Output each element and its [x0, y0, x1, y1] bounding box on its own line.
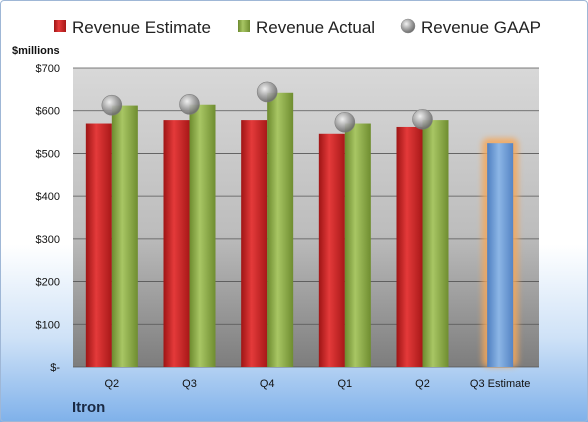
marker-revenue-gaap: [256, 81, 278, 103]
y-tick-label: $300: [36, 234, 60, 246]
gridlines: [73, 67, 539, 368]
x-tick-label: Q1: [337, 378, 352, 390]
x-tick-label: Q4: [260, 378, 275, 390]
x-tick-label: Q3: [182, 378, 197, 390]
x-tick-label: Q2: [415, 378, 430, 390]
legend-item-gaap: Revenue GAAP: [400, 18, 541, 37]
y-axis-ticks: $- $100 $200 $300 $400 $500 $600 $700: [36, 63, 61, 374]
company-name: Itron: [72, 399, 105, 416]
bar-revenue-estimate: [241, 120, 268, 368]
y-tick-label: $100: [36, 319, 60, 331]
bar-revenue-actual: [344, 123, 371, 368]
y-tick-label: $200: [36, 277, 60, 289]
bar-revenue-actual: [422, 120, 449, 368]
y-tick-label: $-: [50, 362, 60, 374]
bar-revenue-actual: [267, 92, 294, 367]
legend: Revenue Estimate Revenue Actual Revenue …: [54, 18, 541, 37]
y-tick-label: $600: [36, 106, 60, 118]
y-tick-label: $400: [36, 191, 60, 203]
bar-revenue-estimate: [163, 120, 190, 368]
y-tick-label: $700: [36, 63, 60, 75]
bars: [85, 92, 519, 368]
marker-revenue-gaap: [179, 94, 200, 115]
bar-revenue-actual: [189, 104, 216, 367]
legend-label-gaap: Revenue GAAP: [421, 18, 541, 37]
marker-revenue-gaap: [101, 94, 123, 116]
bar-q3-estimate: [487, 143, 514, 367]
legend-label-actual: Revenue Actual: [256, 18, 375, 37]
marker-revenue-gaap: [334, 111, 356, 133]
gaap-markers: [101, 81, 433, 133]
marker-revenue-gaap: [412, 108, 433, 130]
bar-revenue-actual: [111, 105, 138, 368]
y-axis-unit-label: $millions: [12, 45, 60, 57]
legend-swatch-estimate: [54, 20, 66, 32]
x-tick-label: Q3 Estimate: [470, 378, 531, 390]
legend-label-estimate: Revenue Estimate: [72, 18, 211, 37]
legend-swatch-actual: [238, 20, 250, 32]
x-tick-label: Q2: [104, 378, 119, 390]
x-axis-ticks: Q2 Q3 Q4 Q1 Q2 Q3 Estimate: [104, 378, 530, 390]
bar-revenue-estimate: [396, 126, 423, 368]
legend-marker-gaap: [400, 18, 416, 34]
bar-revenue-estimate: [318, 133, 345, 367]
legend-item-actual: Revenue Actual: [238, 18, 375, 37]
bar-revenue-estimate: [85, 123, 112, 368]
plot-area: [73, 68, 539, 367]
legend-item-estimate: Revenue Estimate: [54, 18, 211, 37]
y-tick-label: $500: [36, 148, 60, 160]
